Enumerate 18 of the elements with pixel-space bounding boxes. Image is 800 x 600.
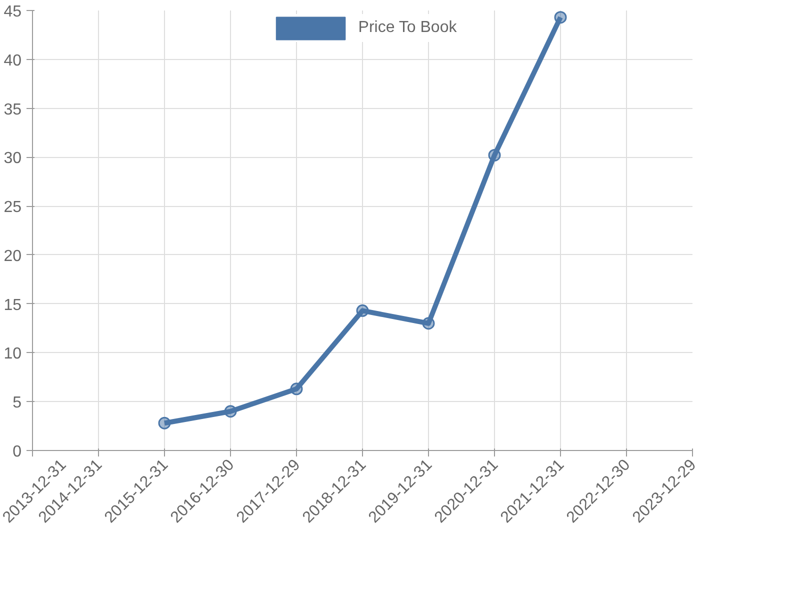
point (290, 382, 303, 396)
y-tick-label: 15 (4, 296, 22, 314)
point (488, 148, 501, 162)
y-tick-label: 25 (4, 199, 22, 216)
y-tick-label: 0 (12, 444, 22, 460)
y-tick-label: 10 (4, 346, 22, 363)
point (554, 11, 567, 24)
point (158, 416, 171, 430)
y-tick-label: 35 (4, 101, 22, 118)
point (422, 317, 435, 330)
legend-label: Price To Book (358, 19, 457, 37)
y-tick-label: 45 (4, 4, 22, 20)
y-tick-label: 5 (12, 394, 22, 412)
y-tick-label: 30 (4, 150, 22, 168)
y-tick-label: 40 (4, 52, 22, 70)
y-tick-label: 20 (4, 248, 22, 265)
point (356, 304, 369, 317)
point (224, 405, 237, 418)
